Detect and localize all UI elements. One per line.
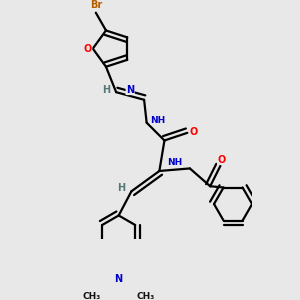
Text: O: O xyxy=(190,127,198,136)
Text: N: N xyxy=(115,274,123,284)
Text: CH₃: CH₃ xyxy=(136,292,155,300)
Text: H: H xyxy=(102,85,110,94)
Text: NH: NH xyxy=(151,116,166,124)
Text: NH: NH xyxy=(167,158,182,166)
Text: CH₃: CH₃ xyxy=(83,292,101,300)
Text: O: O xyxy=(218,154,226,164)
Text: O: O xyxy=(84,44,92,54)
Text: N: N xyxy=(126,85,134,94)
Text: H: H xyxy=(117,182,125,193)
Text: Br: Br xyxy=(90,0,102,10)
